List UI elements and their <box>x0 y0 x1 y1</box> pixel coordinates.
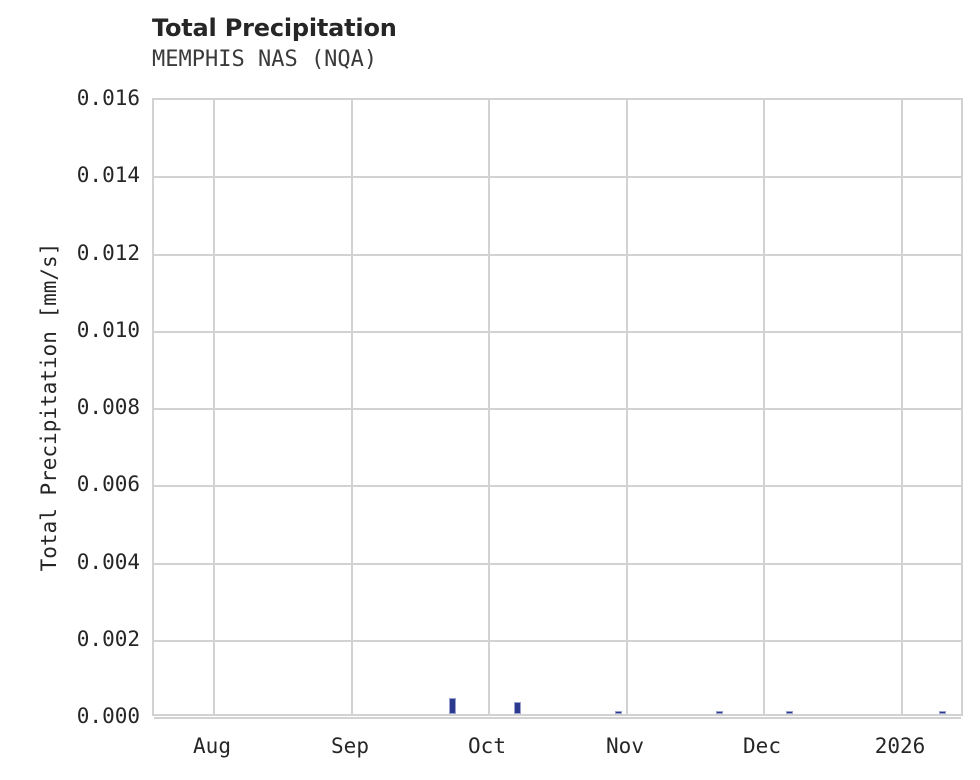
bar <box>716 711 724 714</box>
y-axis-tick-label: 0.016 <box>76 86 140 110</box>
y-axis-tick-label: 0.004 <box>76 549 140 574</box>
gridline-horizontal <box>154 485 961 488</box>
gridline-vertical <box>901 100 903 714</box>
x-axis-tick-label: Sep <box>331 734 369 758</box>
gridline-horizontal <box>154 717 961 719</box>
x-axis-tick-label: Dec <box>743 734 781 758</box>
gridline-horizontal <box>154 176 961 179</box>
bar <box>939 710 947 714</box>
x-axis-tick-labels: Aug Sep Oct Nov Dec 2026 <box>0 732 980 766</box>
y-axis-tick-label: 0.010 <box>76 317 140 342</box>
x-axis-tick-label: 2026 <box>874 734 926 758</box>
x-axis-tick-label: Nov <box>606 734 644 758</box>
x-axis-tick-label: Oct <box>468 734 506 758</box>
bar <box>786 711 793 714</box>
bar <box>514 701 522 714</box>
y-axis-tick-label: 0.000 <box>76 704 140 728</box>
gridline-vertical <box>488 100 490 714</box>
gridline-horizontal <box>154 408 961 410</box>
y-axis-tick-labels: 0.016 0.014 0.012 0.010 0.008 0.006 0.004 0.002… <box>0 0 140 780</box>
y-axis-tick-label: 0.008 <box>76 395 140 419</box>
y-axis-label: Total Precipitation [mm/s] <box>37 242 61 572</box>
gridline-vertical <box>351 100 353 714</box>
gridline-vertical <box>626 100 628 714</box>
gridline-vertical <box>213 100 215 714</box>
bar <box>614 710 622 714</box>
chart-subtitle: MEMPHIS NAS (NQA) <box>152 47 378 72</box>
gridline-vertical <box>763 100 765 714</box>
y-axis-tick-label: 0.002 <box>76 626 140 651</box>
page-title: Total Precipitation <box>152 14 397 42</box>
gridline-horizontal <box>154 330 961 333</box>
y-axis-tick-label: 0.014 <box>76 163 140 188</box>
y-axis-tick-label: 0.012 <box>76 240 140 265</box>
y-axis-tick-label: 0.006 <box>76 472 140 497</box>
title-block: Total Precipitation MEMPHIS NAS (NQA) <box>152 14 852 74</box>
plot-area <box>152 98 963 719</box>
bar <box>449 697 457 714</box>
gridline-horizontal <box>154 562 961 565</box>
gridline-horizontal <box>154 639 961 642</box>
gridline-horizontal <box>154 253 961 256</box>
x-axis-tick-label: Aug <box>193 734 231 758</box>
